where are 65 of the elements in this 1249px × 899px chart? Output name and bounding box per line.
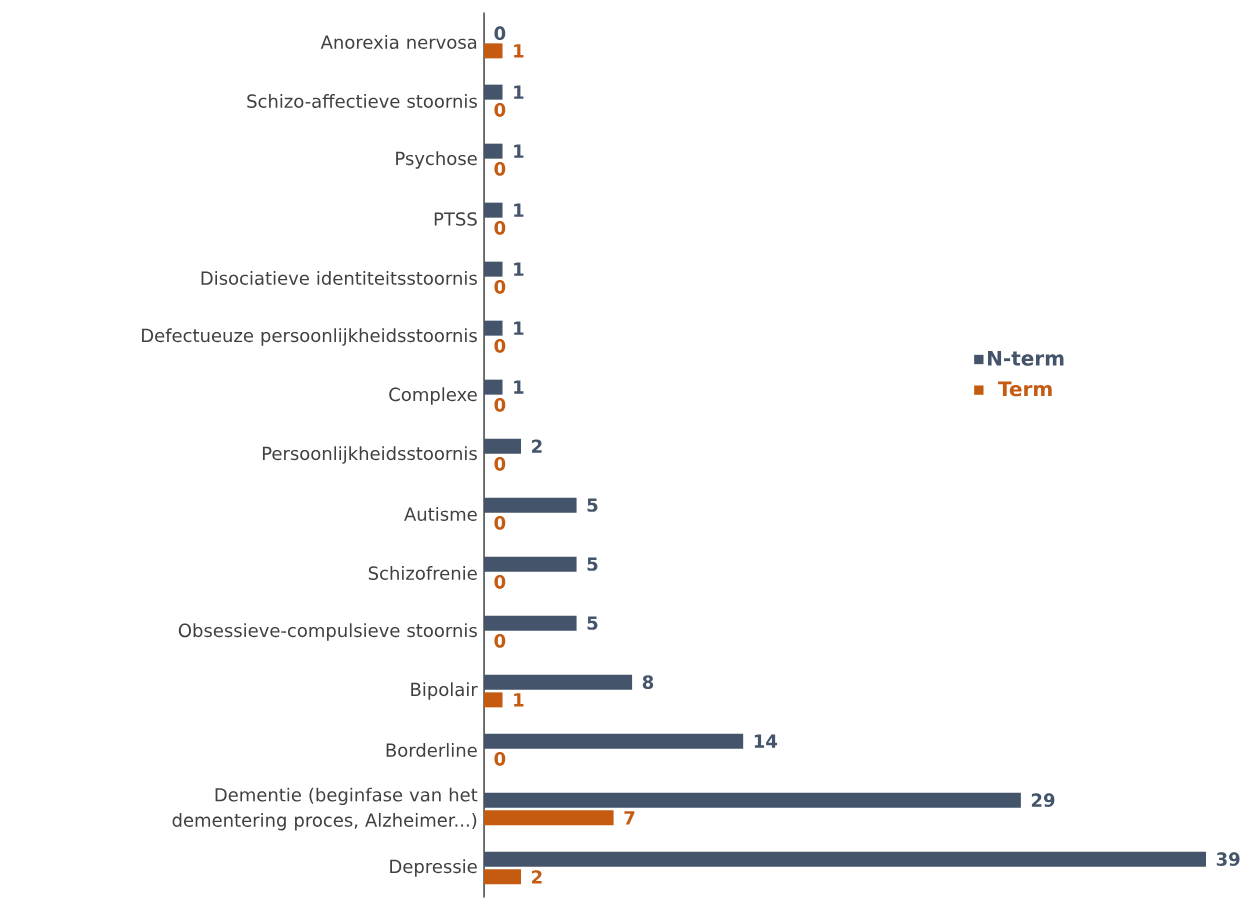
y-tick-label: PTSS [434,212,477,226]
bar [484,143,503,159]
data-label: 5 [587,616,598,630]
y-tick-label: Bipolair [411,682,478,700]
data-label: 2 [532,439,542,453]
data-label: 0 [494,575,506,589]
y-tick-label: Persoonlijkheidsstoornis [262,446,477,464]
bar [484,733,744,749]
y-tick-label: Anorexia nervosa [320,35,477,49]
data-label: 29 [1031,793,1055,807]
data-label: 0 [494,398,506,412]
data-label: 2 [532,870,542,884]
bar [484,556,577,572]
bar [484,810,614,826]
y-tick-label: Autisme [404,507,477,521]
data-label: 5 [587,498,598,512]
data-label: 5 [587,557,598,571]
bar [484,202,503,218]
bar [484,792,1021,808]
bar [484,43,503,59]
y-tick-label: Dementie (beginfase van het dementering proces, Alzheimer...) [172,787,478,831]
bar [484,869,522,885]
legend-label: N-term [988,350,1064,366]
data-label: 0 [494,26,506,40]
y-tick-label: Disociatieve identiteitsstoornis [201,271,477,285]
data-label: 0 [494,634,506,648]
data-label: 0 [494,339,506,353]
y-tick-label: Schizofrenie [368,566,477,580]
data-label: 0 [494,103,506,117]
data-label: 0 [494,752,506,766]
data-label: 0 [494,162,506,176]
y-tick-label: Psychose [396,151,477,169]
y-tick-label: Borderline [386,743,477,757]
bar [484,320,503,336]
data-label: 1 [514,321,524,335]
y-tick-label: Schizo-affectieve stoornis [247,94,477,108]
data-label: 1 [514,262,524,276]
data-label: 1 [514,144,524,158]
data-label: 0 [494,221,506,235]
data-label: 1 [514,380,524,394]
bar [484,497,577,513]
data-label: 1 [514,203,524,217]
bar [484,261,503,277]
y-tick-label: Complexe [389,387,477,405]
bar [484,379,503,395]
bar [484,84,503,100]
bar [484,692,503,708]
y-tick-label: Obsessieve-compulsieve stoornis [178,623,477,641]
data-label: 7 [624,811,635,825]
data-label: 8 [642,675,654,689]
bar [484,615,577,631]
bar [484,438,522,454]
data-label: 0 [494,280,506,294]
bar [484,851,1206,867]
bar [484,674,633,690]
data-label: 39 [1216,852,1240,866]
data-label: 1 [514,693,524,707]
data-label: 0 [494,457,506,471]
y-tick-label: Defectueuze persoonlijkheidsstoornis [142,328,477,346]
legend-label: Term [998,381,1052,397]
data-label: 14 [754,734,778,748]
data-label: 0 [494,516,506,530]
data-label: 1 [514,85,524,99]
data-label: 1 [514,44,524,58]
y-tick-label: Depressie [390,859,477,877]
